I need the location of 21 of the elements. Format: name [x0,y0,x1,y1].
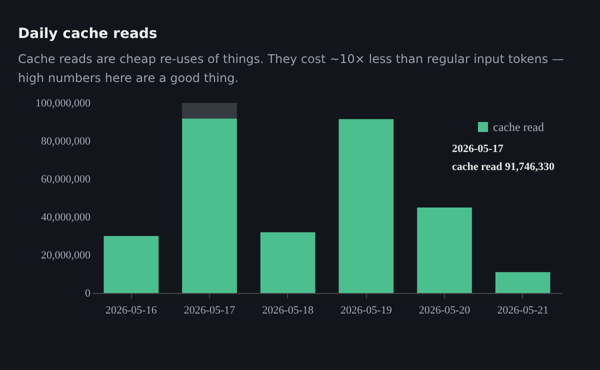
y-tick-label: 80,000,000 [41,136,91,148]
x-tick-label: 2026-05-16 [106,304,158,317]
x-tick-label: 2026-05-21 [497,304,548,317]
legend-label: cache read [493,120,544,134]
x-tick-label: 2026-05-18 [262,304,314,317]
bar [417,208,472,294]
y-tick-label: 60,000,000 [41,174,91,186]
chart-title: Daily cache reads [18,26,158,42]
x-tick-label: 2026-05-17 [184,304,236,317]
y-tick-label: 0 [85,288,91,300]
y-tick-label: 100,000,000 [36,98,91,110]
bar [495,272,550,294]
y-tick-label: 40,000,000 [41,212,91,224]
x-tick-label: 2026-05-19 [340,304,392,317]
chart-subtitle: Cache reads are cheap re-uses of things. They cost ~10× less than regular input tokens — high numbers here are a good thing. [18,51,565,88]
bar [104,236,159,294]
x-tick-label: 2026-05-20 [418,304,471,317]
bar [338,120,394,294]
bar [260,232,316,294]
y-tick-label: 20,000,000 [41,250,91,262]
annotation: 2026-05-17 cache read 91,746,330 [452,143,555,174]
